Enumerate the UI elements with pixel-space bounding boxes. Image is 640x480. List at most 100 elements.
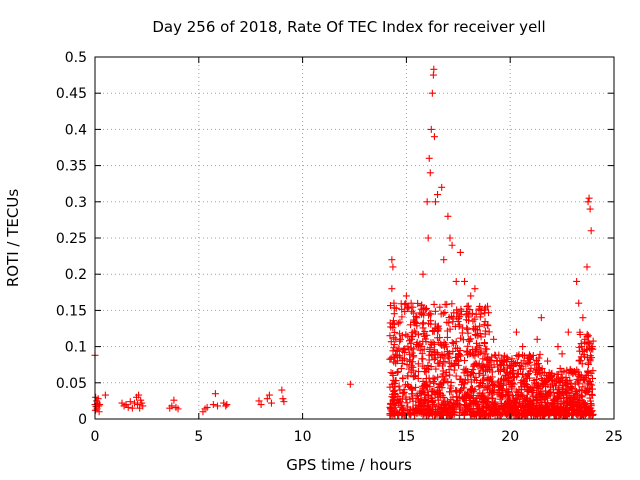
data-point-marker xyxy=(563,366,571,374)
data-point-marker xyxy=(517,385,525,393)
y-tick-label: 0.15 xyxy=(56,303,87,319)
data-point-marker xyxy=(399,390,407,398)
x-tick-label: 0 xyxy=(91,429,100,445)
data-point-marker xyxy=(538,368,546,376)
x-tick-label: 20 xyxy=(501,429,519,445)
data-point-marker xyxy=(435,325,443,333)
data-point-marker xyxy=(585,194,593,202)
data-point-marker xyxy=(346,380,354,388)
data-point-marker xyxy=(477,411,485,419)
data-point-marker xyxy=(589,345,597,353)
data-point-marker xyxy=(390,353,398,361)
data-point-marker xyxy=(470,397,478,405)
data-point-marker xyxy=(539,382,547,390)
data-point-marker xyxy=(566,365,574,373)
data-point-marker xyxy=(478,380,486,388)
data-point-marker xyxy=(522,396,530,404)
data-point-marker xyxy=(579,314,587,322)
data-point-marker xyxy=(483,363,491,371)
data-point-marker xyxy=(513,352,521,360)
y-tick-label: 0.3 xyxy=(65,195,87,211)
data-point-marker xyxy=(222,402,230,410)
data-point-marker xyxy=(431,375,439,383)
y-tick-label: 0.35 xyxy=(56,159,87,175)
data-point-marker xyxy=(444,378,452,386)
data-point-marker xyxy=(481,327,489,335)
data-point-marker xyxy=(389,390,397,398)
data-point-marker xyxy=(481,340,489,348)
data-point-marker xyxy=(476,369,484,377)
data-point-marker xyxy=(580,375,588,383)
data-point-marker xyxy=(583,263,591,271)
data-point-marker xyxy=(391,380,399,388)
data-point-marker xyxy=(430,65,438,73)
data-point-marker xyxy=(579,399,587,407)
data-point-marker xyxy=(410,411,418,419)
data-point-marker xyxy=(586,205,594,213)
data-point-marker xyxy=(498,385,506,393)
data-point-marker xyxy=(396,353,404,361)
data-point-marker xyxy=(460,384,468,392)
data-point-marker xyxy=(419,319,427,327)
data-point-marker xyxy=(394,368,402,376)
data-point-marker xyxy=(583,333,591,341)
data-point-marker xyxy=(478,361,486,369)
data-point-marker xyxy=(453,387,461,395)
data-point-marker xyxy=(455,411,463,419)
data-point-marker xyxy=(522,380,530,388)
data-point-marker xyxy=(410,345,418,353)
data-point-marker xyxy=(457,334,465,342)
grid-lines xyxy=(95,57,614,419)
data-point-marker xyxy=(508,383,516,391)
data-point-marker xyxy=(409,405,417,413)
data-point-marker xyxy=(577,340,585,348)
data-point-marker xyxy=(443,348,451,356)
data-point-marker xyxy=(458,394,466,402)
x-axis-label: GPS time / hours xyxy=(286,456,412,474)
data-point-marker xyxy=(528,399,536,407)
data-point-marker xyxy=(558,407,566,415)
data-point-marker xyxy=(464,325,472,333)
data-point-marker xyxy=(456,313,464,321)
data-point-marker xyxy=(445,366,453,374)
data-point-marker xyxy=(430,379,438,387)
data-point-marker xyxy=(475,383,483,391)
data-point-marker xyxy=(389,383,397,391)
data-point-marker xyxy=(461,277,469,285)
data-point-marker xyxy=(446,388,454,396)
data-point-marker xyxy=(138,399,146,407)
data-point-marker xyxy=(568,404,576,412)
data-point-marker xyxy=(433,334,441,342)
x-axis-ticks: 0 5 10 15 20 25 xyxy=(91,57,623,445)
data-point-marker xyxy=(576,357,584,365)
data-point-marker xyxy=(424,391,432,399)
data-point-marker xyxy=(551,405,559,413)
data-point-marker xyxy=(550,399,558,407)
data-point-marker xyxy=(389,394,397,402)
y-tick-label: 0.4 xyxy=(65,122,87,138)
data-point-marker xyxy=(94,395,102,403)
x-tick-label: 25 xyxy=(605,429,623,445)
data-point-marker xyxy=(393,347,401,355)
data-point-marker xyxy=(411,319,419,327)
data-point-marker xyxy=(389,263,397,271)
data-point-marker xyxy=(534,395,542,403)
data-point-marker xyxy=(126,398,134,406)
data-point-marker xyxy=(555,385,563,393)
data-point-marker xyxy=(586,355,594,363)
data-point-marker xyxy=(483,386,491,394)
data-point-marker xyxy=(438,391,446,399)
data-point-marker xyxy=(471,399,479,407)
data-point-marker xyxy=(425,154,433,162)
data-point-marker xyxy=(434,350,442,358)
data-point-marker xyxy=(584,367,592,375)
data-point-marker xyxy=(474,326,482,334)
chart-title: Day 256 of 2018, Rate Of TEC Index for r… xyxy=(152,18,545,36)
data-point-marker xyxy=(401,308,409,316)
data-point-marker xyxy=(485,328,493,336)
data-point-marker xyxy=(453,306,461,314)
data-point-marker xyxy=(456,347,464,355)
y-tick-label: 0.2 xyxy=(65,267,87,283)
data-point-marker xyxy=(420,381,428,389)
data-point-marker xyxy=(556,364,564,372)
